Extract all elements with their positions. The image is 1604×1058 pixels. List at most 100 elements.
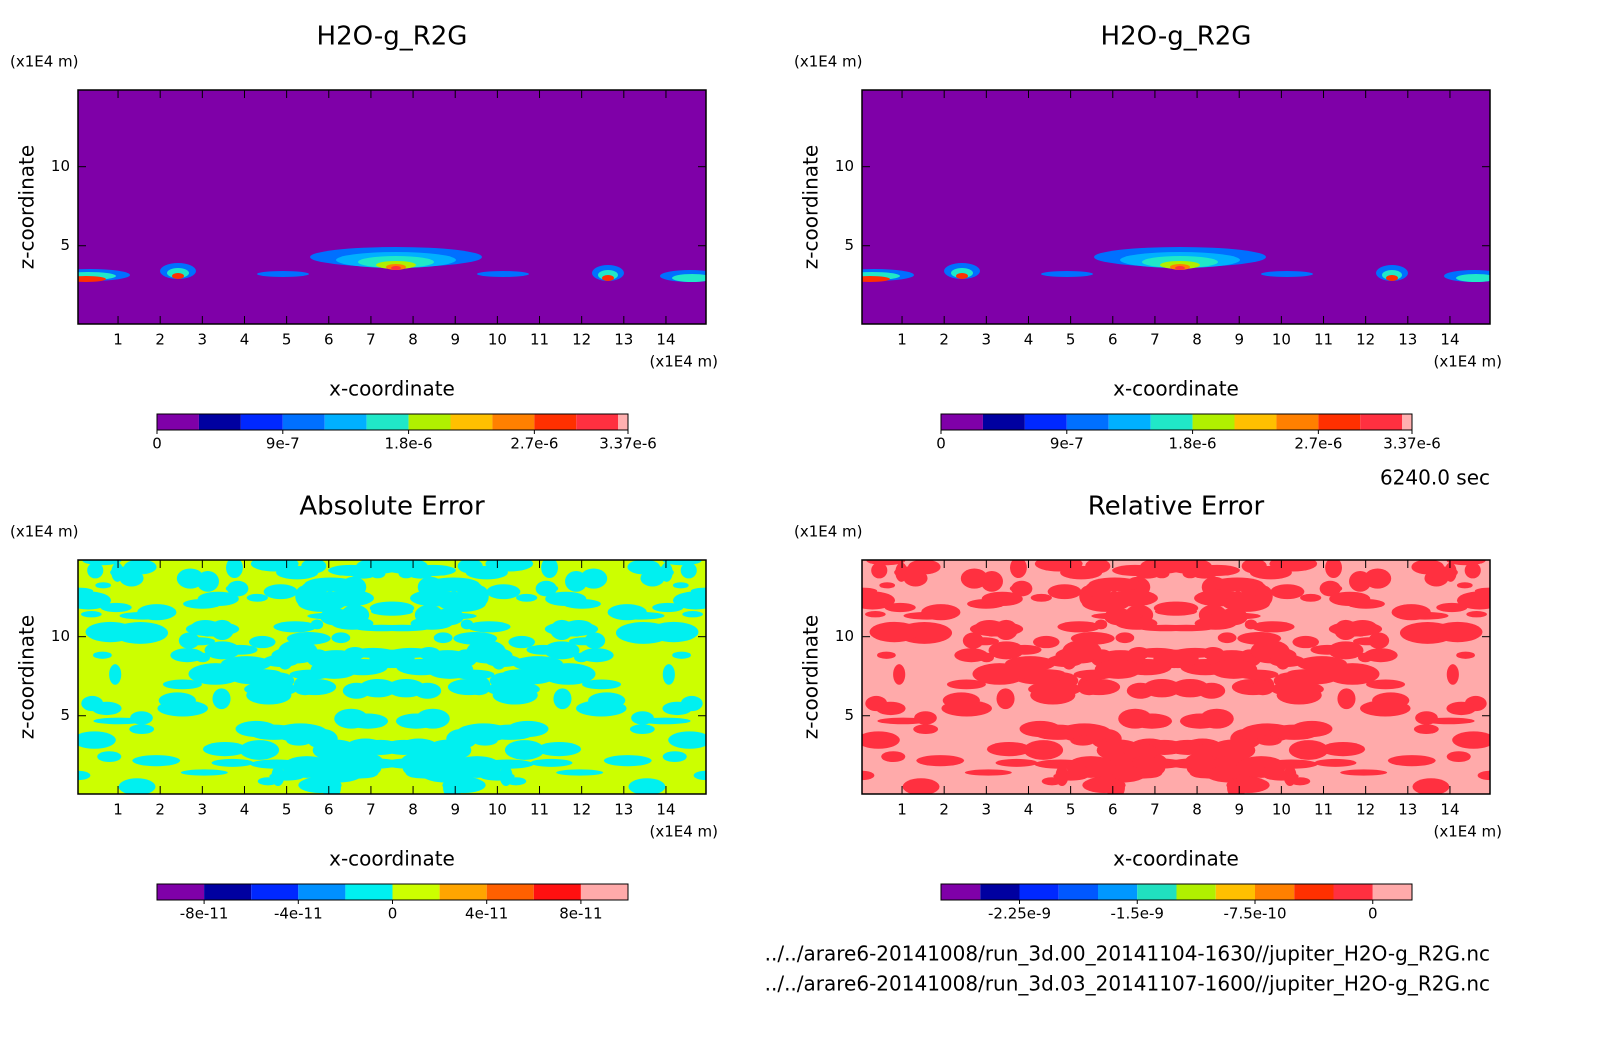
contour-fill bbox=[1446, 701, 1477, 716]
x-tick-label: 6 bbox=[1108, 331, 1118, 349]
colorbar-box bbox=[366, 414, 409, 430]
contour-fill bbox=[1310, 644, 1345, 655]
contour-fill bbox=[78, 770, 91, 781]
contour-fill bbox=[1321, 742, 1366, 757]
contour-fill bbox=[672, 582, 689, 589]
contour-fill bbox=[257, 271, 309, 277]
colorbar-box bbox=[1215, 884, 1255, 900]
contour-fill bbox=[662, 751, 687, 763]
contour-fill bbox=[1296, 656, 1347, 672]
colorbar-label: -8e-11 bbox=[180, 905, 229, 923]
contour-fill bbox=[457, 560, 483, 574]
contour-fill bbox=[994, 619, 1018, 640]
chart-title: H2O-g_R2G bbox=[317, 22, 468, 52]
contour-fill bbox=[1211, 577, 1264, 592]
colorbar-box bbox=[204, 884, 252, 900]
contour-fill bbox=[484, 724, 536, 740]
colorbar-box bbox=[324, 414, 367, 430]
plot-background bbox=[862, 560, 1490, 794]
contour-fill bbox=[512, 656, 563, 672]
contour-fill bbox=[1154, 568, 1170, 579]
contour-fill bbox=[652, 602, 684, 613]
contour-fill bbox=[680, 562, 697, 579]
contour-fill bbox=[1364, 568, 1392, 589]
x-tick-label: 1 bbox=[113, 331, 123, 349]
contour-fill bbox=[1171, 678, 1210, 698]
contour-fill bbox=[879, 582, 896, 589]
colorbar-label: 3.37e-6 bbox=[599, 435, 657, 453]
colorbar-box bbox=[1098, 884, 1138, 900]
x-tick-label: 3 bbox=[198, 801, 208, 819]
contour-fill bbox=[1268, 724, 1320, 740]
plot-background bbox=[78, 560, 706, 794]
colorbar-label: 9e-7 bbox=[1050, 435, 1084, 453]
x-tick-label: 2 bbox=[939, 331, 949, 349]
contour-fill bbox=[91, 701, 122, 716]
y-axis-label: z-coordinate bbox=[799, 145, 823, 269]
contour-fill bbox=[877, 651, 896, 659]
x-tick-label: 9 bbox=[450, 331, 460, 349]
contour-fill bbox=[398, 719, 419, 728]
x-tick-label: 6 bbox=[1108, 801, 1118, 819]
contour-fill bbox=[484, 654, 521, 667]
contour-fill bbox=[1047, 654, 1084, 667]
chart-title: H2O-g_R2G bbox=[1101, 22, 1252, 52]
contour-fill bbox=[358, 678, 397, 698]
x-tick-label: 9 bbox=[1234, 801, 1244, 819]
x-tick-label: 3 bbox=[982, 801, 992, 819]
y-tick-label: 5 bbox=[60, 236, 70, 254]
contour-fill bbox=[286, 735, 312, 746]
contour-fill bbox=[223, 644, 258, 655]
contour-fill bbox=[1413, 724, 1439, 735]
contour-fill bbox=[226, 560, 243, 579]
x-unit: (x1E4 m) bbox=[1433, 353, 1502, 371]
colorbar-label: -1.5e-9 bbox=[1111, 905, 1164, 923]
contour-fill bbox=[1032, 724, 1084, 740]
contour-fill bbox=[628, 778, 666, 794]
contour-fill bbox=[946, 679, 986, 690]
colorbar-box bbox=[534, 414, 577, 430]
contour-fill bbox=[631, 711, 654, 725]
contour-fill bbox=[1207, 742, 1229, 758]
contour-fill bbox=[129, 724, 155, 735]
y-unit: (x1E4 m) bbox=[10, 523, 79, 541]
contour-fill bbox=[1415, 711, 1438, 725]
contour-fill bbox=[504, 740, 545, 760]
colorbar-box bbox=[1255, 884, 1295, 900]
contour-fill bbox=[211, 758, 254, 767]
contour-fill bbox=[1047, 584, 1082, 600]
colorbar-label: 0 bbox=[1368, 905, 1378, 923]
contour-fill bbox=[310, 659, 358, 679]
contour-fill bbox=[569, 637, 599, 646]
contour-fill bbox=[1236, 767, 1287, 777]
contour-fill bbox=[1276, 685, 1322, 705]
contour-fill bbox=[221, 656, 272, 672]
plot-frame bbox=[861, 559, 1491, 795]
contour-fill bbox=[550, 619, 574, 640]
plot-background bbox=[862, 90, 1490, 324]
colorbar-box bbox=[1150, 414, 1193, 430]
colorbar-label: 2.7e-6 bbox=[1294, 435, 1342, 453]
contour-fill bbox=[1387, 755, 1436, 767]
x-tick-label: 2 bbox=[155, 331, 165, 349]
contour-fill bbox=[95, 582, 112, 589]
x-tick-label: 4 bbox=[240, 331, 250, 349]
colorbar-box bbox=[492, 414, 535, 430]
contour-fill bbox=[1340, 769, 1388, 776]
contour-fill bbox=[97, 751, 122, 763]
contour-fill bbox=[1222, 594, 1271, 612]
contour-fill bbox=[452, 767, 503, 777]
contour-fill bbox=[1010, 560, 1027, 579]
contour-fill bbox=[1314, 758, 1357, 767]
contour-fill bbox=[210, 619, 234, 640]
contour-fill bbox=[467, 621, 511, 633]
contour-fill bbox=[1030, 685, 1076, 705]
contour-fill bbox=[579, 648, 614, 663]
colorbar-label: -7.5e-10 bbox=[1224, 905, 1287, 923]
contour-fill bbox=[602, 275, 614, 281]
contour-fill bbox=[1354, 630, 1367, 637]
contour-fill bbox=[1334, 619, 1358, 640]
contour-fill bbox=[1077, 680, 1101, 696]
contour-fill bbox=[1085, 560, 1111, 574]
field bbox=[78, 560, 706, 794]
